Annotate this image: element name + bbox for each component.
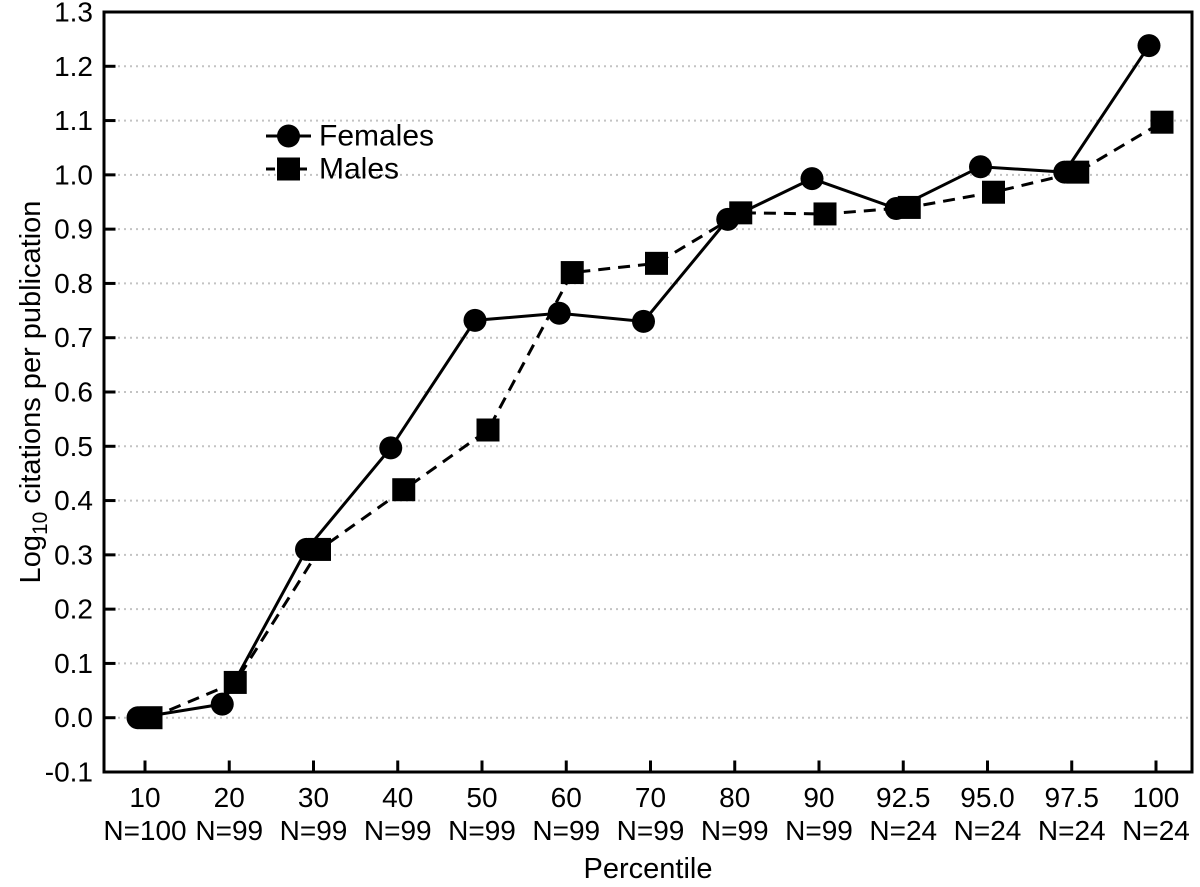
- x-tick-label: 95.0: [960, 782, 1015, 813]
- males-marker-90: [813, 202, 837, 226]
- x-tick-label: 40: [382, 782, 413, 813]
- y-axis: -0.1 0.0 0.1 0.2 0.3 0.4 0.5 0.6 0.7 0.8 0.9 1.0 1.1…: [45, 0, 116, 788]
- gridlines: [106, 65, 1190, 719]
- x-tick-label: 100: [1133, 782, 1180, 813]
- x-tick-label: 92.5: [876, 782, 931, 813]
- y-tick-label: 1.2: [54, 51, 93, 82]
- males-marker-95.0: [982, 180, 1005, 204]
- x-axis-title: Percentile: [584, 853, 713, 885]
- x-tick-label: 50: [466, 782, 497, 813]
- x-n-label: N=99: [617, 815, 685, 846]
- series-males: [139, 110, 1174, 730]
- legend-males-marker: [277, 157, 300, 181]
- males-marker-100: [1150, 110, 1174, 134]
- x-tick-label: 60: [551, 782, 582, 813]
- females-marker-50: [463, 308, 487, 332]
- x-n-label: N=99: [364, 815, 432, 846]
- y-tick-label: 1.3: [54, 0, 93, 28]
- females-marker-95.0: [969, 155, 992, 179]
- males-marker-70: [645, 251, 668, 275]
- legend-label-females: Females: [319, 120, 434, 153]
- y-tick-label: -0.1: [45, 757, 93, 788]
- legend-item-females: Females: [266, 120, 434, 153]
- females-marker-20: [210, 692, 234, 716]
- y-tick-label: 0.6: [54, 377, 93, 408]
- x-tick-label: 70: [635, 782, 666, 813]
- legend-item-males: Males: [266, 153, 399, 186]
- males-marker-20: [223, 670, 247, 694]
- x-tick-label: 20: [214, 782, 245, 813]
- males-marker-40: [392, 478, 416, 502]
- males-marker-30: [308, 537, 331, 561]
- y-tick-label: 0.0: [54, 702, 93, 733]
- y-tick-label: 0.2: [54, 594, 93, 625]
- males-marker-92.5: [897, 195, 921, 219]
- x-tick-label: 10: [129, 782, 160, 813]
- x-n-label: N=24: [1038, 815, 1106, 846]
- y-tick-label: 0.7: [54, 322, 93, 353]
- x-n-label: N=99: [448, 815, 516, 846]
- x-tick-label: 97.5: [1045, 782, 1100, 813]
- x-n-label: N=100: [103, 815, 186, 846]
- females-marker-90: [800, 167, 824, 191]
- males-marker-60: [560, 261, 584, 285]
- plot-frame: [102, 10, 1194, 774]
- males-marker-50: [476, 418, 500, 442]
- x-tick-label: 80: [719, 782, 750, 813]
- y-tick-label: 0.1: [54, 648, 93, 679]
- x-n-label: N=24: [954, 815, 1022, 846]
- legend-females-marker: [277, 124, 300, 148]
- y-tick-label: 0.8: [54, 268, 93, 299]
- legend-label-males: Males: [319, 153, 399, 186]
- y-tick-label: 1.1: [54, 105, 93, 136]
- y-axis-title: Log10 citations per publication: [15, 201, 52, 584]
- x-n-label: N=24: [869, 815, 937, 846]
- x-tick-label: 30: [298, 782, 329, 813]
- x-tick-label: 90: [803, 782, 834, 813]
- x-n-label: N=24: [1122, 815, 1190, 846]
- y-tick-label: 0.9: [54, 214, 93, 245]
- x-n-label: N=99: [785, 815, 853, 846]
- x-n-label: N=99: [532, 815, 600, 846]
- females-marker-60: [547, 301, 571, 325]
- y-tick-label: 0.3: [54, 539, 93, 570]
- y-tick-label: 1.0: [54, 159, 93, 190]
- y-tick-label: 0.5: [54, 431, 93, 462]
- females-marker-40: [379, 436, 403, 460]
- x-axis: 10N=10020N=9930N=9940N=9950N=9960N=9970N…: [103, 760, 1190, 846]
- females-marker-100: [1137, 34, 1161, 58]
- x-n-label: N=99: [701, 815, 769, 846]
- males-marker-10: [139, 706, 163, 730]
- males-marker-97.5: [1066, 160, 1090, 184]
- males-marker-80: [729, 201, 753, 225]
- females-marker-70: [632, 309, 655, 333]
- x-n-label: N=99: [195, 815, 263, 846]
- x-n-label: N=99: [280, 815, 348, 846]
- y-tick-label: 0.4: [54, 485, 93, 516]
